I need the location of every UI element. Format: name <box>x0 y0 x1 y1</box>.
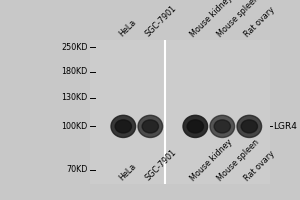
Ellipse shape <box>115 120 131 133</box>
Text: 250KD: 250KD <box>61 43 88 52</box>
Text: 180KD: 180KD <box>61 67 88 76</box>
Ellipse shape <box>138 115 163 137</box>
Text: HeLa: HeLa <box>117 162 138 183</box>
Ellipse shape <box>210 115 235 137</box>
Text: Rat ovary: Rat ovary <box>243 149 277 183</box>
Text: Mouse kidney: Mouse kidney <box>189 0 235 39</box>
Text: Mouse spleen: Mouse spleen <box>216 137 261 183</box>
Text: 100KD: 100KD <box>61 122 88 131</box>
Text: Rat ovary: Rat ovary <box>243 5 277 39</box>
Ellipse shape <box>214 120 230 133</box>
Text: SGC-7901: SGC-7901 <box>144 4 179 39</box>
Text: 130KD: 130KD <box>61 93 88 102</box>
Ellipse shape <box>142 120 158 133</box>
Ellipse shape <box>183 115 208 137</box>
Text: HeLa: HeLa <box>117 18 138 39</box>
Text: LGR4: LGR4 <box>273 122 297 131</box>
Text: Mouse kidney: Mouse kidney <box>189 137 235 183</box>
Text: Mouse spleen: Mouse spleen <box>216 0 261 39</box>
Ellipse shape <box>241 120 257 133</box>
Text: SGC-7901: SGC-7901 <box>144 148 179 183</box>
Ellipse shape <box>187 120 203 133</box>
Text: 70KD: 70KD <box>66 165 88 174</box>
Ellipse shape <box>111 115 136 137</box>
Ellipse shape <box>237 115 262 137</box>
